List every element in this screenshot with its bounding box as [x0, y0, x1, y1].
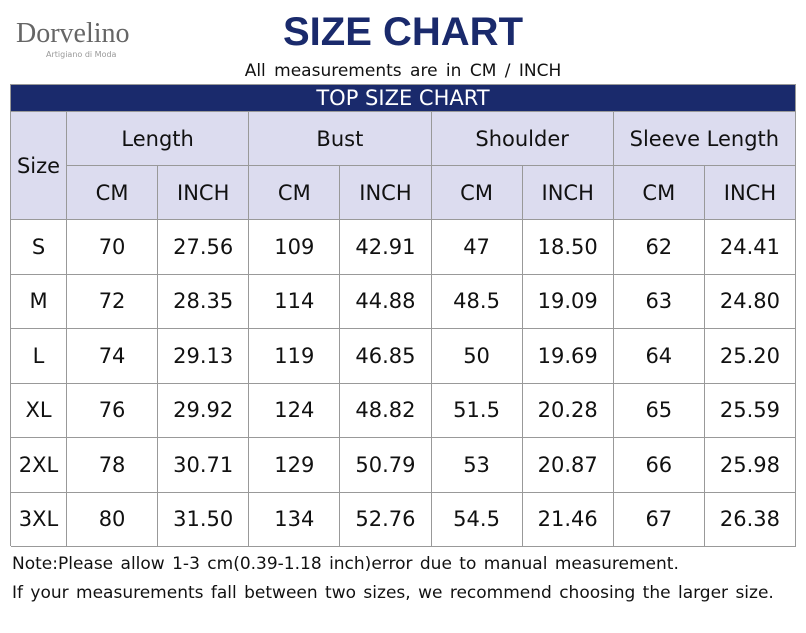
size-header: Size: [11, 112, 67, 220]
measurement: 65: [613, 383, 705, 438]
unit-header: INCH: [704, 166, 796, 220]
measurement: 47: [431, 220, 523, 275]
note: Note:Please allow 1-3 cm(0.39-1.18 inch)…: [12, 554, 679, 574]
unit-header: CM: [249, 166, 341, 220]
measurement: 78: [67, 438, 159, 493]
measurement: 28.35: [158, 274, 250, 329]
unit-header: CM: [613, 166, 705, 220]
measurement: 29.13: [158, 329, 250, 384]
unit-header: INCH: [158, 166, 250, 220]
measurement: 31.50: [158, 492, 250, 547]
notes: Note:Please allow 1-3 cm(0.39-1.18 inch)…: [12, 550, 782, 608]
measurement: 74: [67, 329, 159, 384]
unit-header: INCH: [340, 166, 432, 220]
measurement: 70: [67, 220, 159, 275]
unit-header: CM: [431, 166, 523, 220]
measurement: 80: [67, 492, 159, 547]
unit-header: INCH: [522, 166, 614, 220]
measurement: 44.88: [340, 274, 432, 329]
size-table: TOP SIZE CHART Size Length Bust Shoulder Slee…: [10, 84, 796, 547]
measurement: 18.50: [522, 220, 614, 275]
measurement: 72: [67, 274, 159, 329]
measurement: 66: [613, 438, 705, 493]
measurement: 24.80: [704, 274, 796, 329]
measurement: 50: [431, 329, 523, 384]
measurement: 48.5: [431, 274, 523, 329]
group-header: Length: [67, 112, 250, 166]
measurement: 51.5: [431, 383, 523, 438]
measurement: 76: [67, 383, 159, 438]
measurement: 129: [249, 438, 341, 493]
measurement: 63: [613, 274, 705, 329]
measurement: 62: [613, 220, 705, 275]
measurement: 24.41: [704, 220, 796, 275]
measurement: 21.46: [522, 492, 614, 547]
measurement: 25.59: [704, 383, 796, 438]
measurement: 50.79: [340, 438, 432, 493]
logo: Dorvelino: [16, 18, 130, 49]
measurement: 46.85: [340, 329, 432, 384]
table-title: TOP SIZE CHART: [11, 85, 796, 112]
logo-tagline: Artigiano di Moda: [46, 50, 117, 59]
size-label: 2XL: [11, 438, 67, 493]
measurement: 114: [249, 274, 341, 329]
measurement: 29.92: [158, 383, 250, 438]
measurement: 134: [249, 492, 341, 547]
size-label: S: [11, 220, 67, 275]
measurement: 20.28: [522, 383, 614, 438]
measurement: 20.87: [522, 438, 614, 493]
size-label: M: [11, 274, 67, 329]
group-header: Sleeve Length: [613, 112, 796, 166]
note: If your measurements fall between two si…: [12, 583, 774, 603]
measurement: 42.91: [340, 220, 432, 275]
measurement: 30.71: [158, 438, 250, 493]
size-label: L: [11, 329, 67, 384]
subtitle: All measurements are in CM / INCH: [244, 61, 562, 81]
measurement: 26.38: [704, 492, 796, 547]
measurement: 53: [431, 438, 523, 493]
measurement: 124: [249, 383, 341, 438]
measurement: 64: [613, 329, 705, 384]
measurement: 109: [249, 220, 341, 275]
measurement: 19.69: [522, 329, 614, 384]
size-label: 3XL: [11, 492, 67, 547]
group-header: Bust: [249, 112, 432, 166]
title: SIZE CHART: [283, 10, 523, 54]
measurement: 48.82: [340, 383, 432, 438]
size-label: XL: [11, 383, 67, 438]
unit-header: CM: [67, 166, 159, 220]
measurement: 54.5: [431, 492, 523, 547]
measurement: 67: [613, 492, 705, 547]
measurement: 25.98: [704, 438, 796, 493]
measurement: 19.09: [522, 274, 614, 329]
measurement: 25.20: [704, 329, 796, 384]
measurement: 52.76: [340, 492, 432, 547]
group-header: Shoulder: [431, 112, 614, 166]
measurement: 27.56: [158, 220, 250, 275]
measurement: 119: [249, 329, 341, 384]
